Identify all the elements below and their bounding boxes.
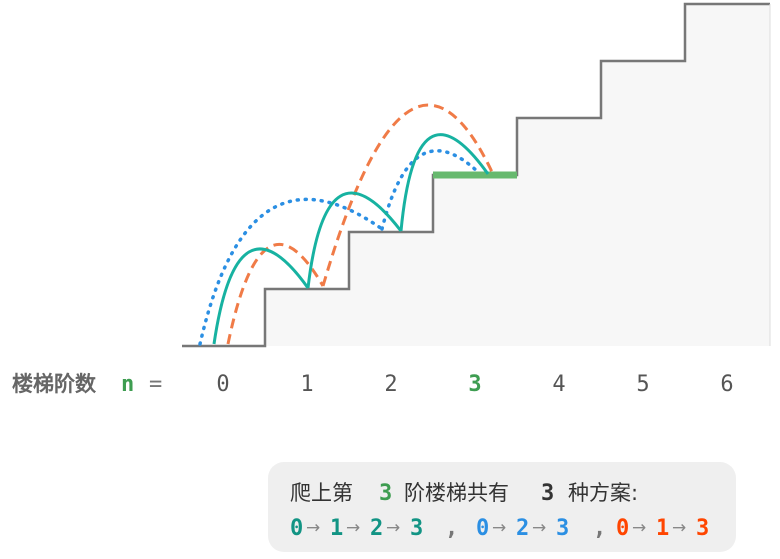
- equals-sign: =: [149, 372, 162, 397]
- arrow: →: [672, 518, 686, 538]
- stairs-axis-title: 楼梯阶数: [12, 372, 97, 396]
- summary-n: 3: [379, 481, 392, 506]
- blue-step-2: 3: [556, 516, 569, 541]
- summary-suffix: 种方案:: [568, 481, 638, 505]
- summary-count: 3: [541, 481, 554, 506]
- orange-step-2: 3: [696, 516, 709, 541]
- path-teal-jump-1-2: [306, 191, 403, 289]
- step-label-3: 3: [468, 372, 481, 397]
- step-label-1: 1: [300, 372, 313, 397]
- n-symbol: n: [121, 372, 134, 397]
- arrow: →: [492, 518, 506, 538]
- blue-step-1: 2: [516, 516, 529, 541]
- orange-step-0: 0: [616, 516, 629, 541]
- summary-box: [268, 462, 736, 552]
- blue-step-0: 0: [476, 516, 489, 541]
- arrow: →: [632, 518, 646, 538]
- path-teal-jump-0-1: [212, 247, 310, 345]
- path-blue-sequence: 0 → 2 → 3: [476, 516, 569, 541]
- summary-prefix: 爬上第: [290, 481, 353, 505]
- step-label-5: 5: [636, 372, 649, 397]
- teal-step-3: 3: [410, 516, 423, 541]
- path-orange-jump-1-3: [321, 103, 494, 287]
- path-orange-sequence: 0 → 1 → 3: [616, 516, 709, 541]
- path-blue-jump-0-2: [198, 197, 384, 346]
- step-label-0: 0: [216, 372, 229, 397]
- step-number-labels: 0 1 2 3 4 5 6: [216, 372, 733, 397]
- step-label-6: 6: [720, 372, 733, 397]
- arrow: →: [386, 518, 400, 538]
- separator-comma: ,: [445, 516, 458, 541]
- path-blue-jump-2-3: [380, 149, 480, 231]
- step-label-4: 4: [552, 372, 565, 397]
- arrow: →: [306, 518, 320, 538]
- arrow: →: [532, 518, 546, 538]
- path-orange-jump-0-1: [226, 242, 325, 345]
- separator-comma: ,: [593, 516, 606, 541]
- arrow: →: [346, 518, 360, 538]
- path-teal-jump-2-3: [399, 133, 490, 232]
- summary-middle: 阶楼梯共有: [404, 481, 509, 505]
- teal-step-1: 1: [330, 516, 343, 541]
- path-teal-sequence: 0 → 1 → 2 → 3: [290, 516, 423, 541]
- orange-step-1: 1: [656, 516, 669, 541]
- teal-step-0: 0: [290, 516, 303, 541]
- teal-step-2: 2: [370, 516, 383, 541]
- step-label-2: 2: [384, 372, 397, 397]
